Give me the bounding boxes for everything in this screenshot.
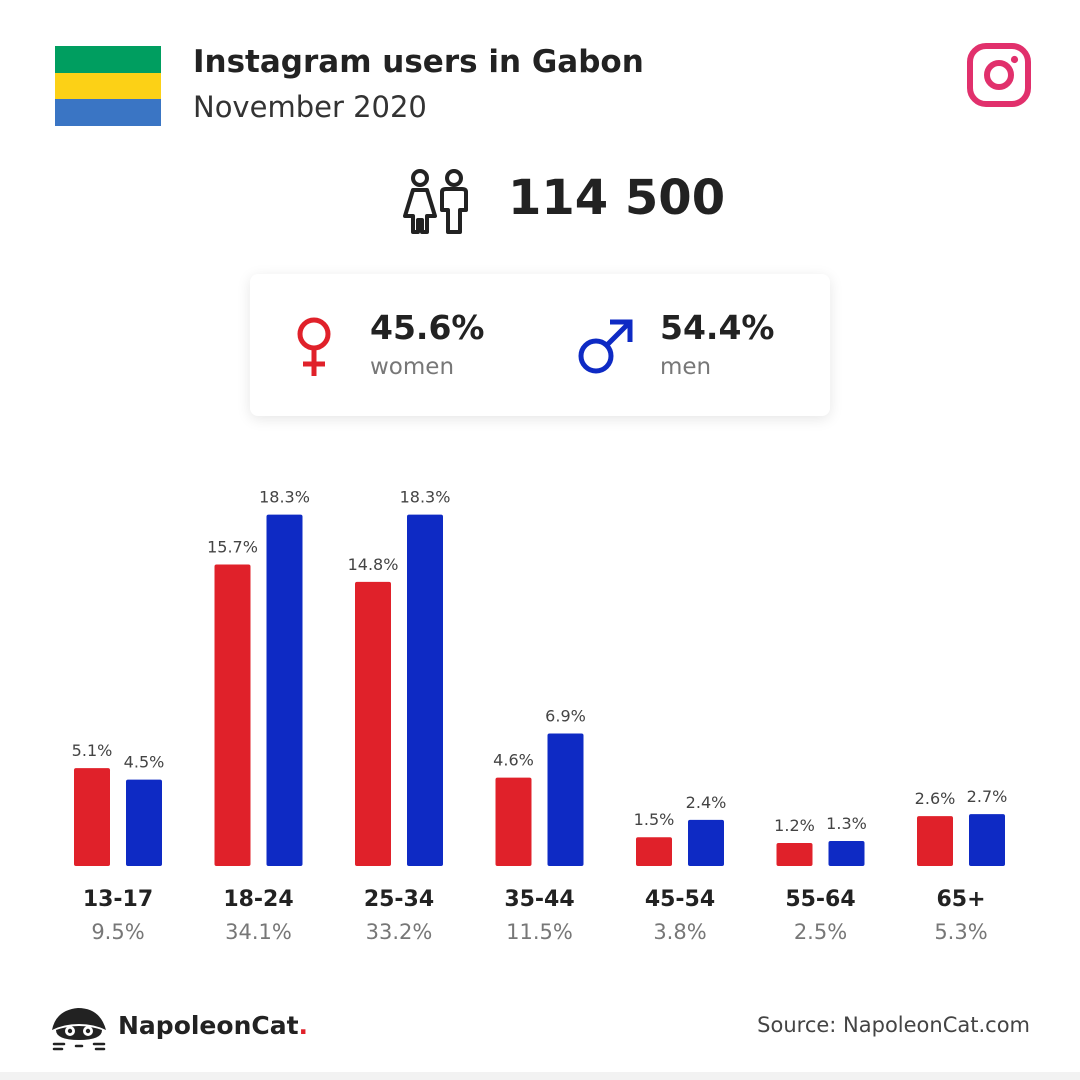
category-label-35-44: 35-44 bbox=[504, 887, 574, 912]
data-label-men-55-64: 1.3% bbox=[826, 814, 867, 833]
brand-text: NapoleonCat bbox=[118, 1011, 299, 1040]
instagram-icon bbox=[967, 43, 1031, 107]
data-label-men-13-17: 4.5% bbox=[124, 753, 165, 772]
total-users: 114 500 bbox=[508, 170, 726, 226]
data-label-women-65+: 2.6% bbox=[915, 789, 956, 808]
page-title: Instagram users in Gabon bbox=[193, 44, 644, 80]
data-label-men-45-54: 2.4% bbox=[686, 793, 727, 812]
data-label-women-25-34: 14.8% bbox=[348, 555, 399, 574]
men-label: men bbox=[660, 354, 712, 380]
bar-women-13-17 bbox=[74, 768, 110, 866]
women-percent: 45.6% bbox=[370, 308, 485, 347]
category-label-45-54: 45-54 bbox=[645, 887, 715, 912]
female-icon bbox=[297, 317, 331, 376]
category-total-25-34: 33.2% bbox=[366, 920, 433, 944]
flag-stripe-blue bbox=[55, 99, 161, 126]
women-label: women bbox=[370, 354, 455, 380]
bar-women-25-34 bbox=[355, 581, 391, 866]
data-label-women-45-54: 1.5% bbox=[634, 810, 675, 829]
bar-men-25-34 bbox=[407, 514, 443, 866]
brand-name: NapoleonCat. bbox=[118, 1011, 308, 1040]
bar-women-65+ bbox=[917, 816, 953, 866]
bar-men-45-54 bbox=[688, 819, 724, 866]
gender-card: 45.6% women 54.4% men bbox=[250, 274, 830, 416]
source-text: Source: NapoleonCat.com bbox=[757, 1013, 1030, 1037]
men-percent: 54.4% bbox=[660, 308, 775, 347]
bottom-strip bbox=[0, 1072, 1080, 1080]
category-total-45-54: 3.8% bbox=[653, 920, 706, 944]
male-icon bbox=[578, 319, 633, 374]
category-total-35-44: 11.5% bbox=[506, 920, 573, 944]
data-label-men-65+: 2.7% bbox=[967, 787, 1008, 806]
bar-women-45-54 bbox=[636, 837, 672, 866]
category-label-13-17: 13-17 bbox=[83, 887, 153, 912]
flag-stripe-green bbox=[55, 46, 161, 73]
brand-dot: . bbox=[298, 1011, 309, 1040]
bar-men-65+ bbox=[969, 814, 1005, 866]
bar-women-55-64 bbox=[776, 842, 813, 866]
bar-men-35-44 bbox=[547, 733, 584, 866]
category-label-65+: 65+ bbox=[936, 887, 985, 912]
data-label-men-35-44: 6.9% bbox=[545, 707, 586, 726]
category-label-25-34: 25-34 bbox=[364, 887, 434, 912]
page-subtitle: November 2020 bbox=[193, 90, 427, 124]
category-total-65+: 5.3% bbox=[934, 920, 987, 944]
data-label-men-25-34: 18.3% bbox=[400, 488, 451, 507]
gabon-flag bbox=[55, 46, 161, 126]
category-total-55-64: 2.5% bbox=[794, 920, 847, 944]
bar-women-18-24 bbox=[214, 564, 251, 866]
category-label-18-24: 18-24 bbox=[223, 887, 293, 912]
data-label-men-18-24: 18.3% bbox=[259, 488, 310, 507]
bar-men-55-64 bbox=[828, 841, 865, 866]
data-label-women-13-17: 5.1% bbox=[72, 741, 113, 760]
flag-stripe-yellow bbox=[55, 72, 161, 100]
category-total-18-24: 34.1% bbox=[225, 920, 292, 944]
users-icon bbox=[403, 169, 468, 234]
data-label-women-18-24: 15.7% bbox=[207, 538, 258, 557]
age-gender-bar-chart: 5.1% 4.5% 13-17 9.5% 15.7% 18.3% 18-24 34.1% 14.… bbox=[72, 488, 1008, 944]
data-label-women-55-64: 1.2% bbox=[774, 816, 815, 835]
category-label-55-64: 55-64 bbox=[785, 887, 855, 912]
bar-men-13-17 bbox=[126, 779, 162, 866]
data-label-women-35-44: 4.6% bbox=[493, 751, 534, 770]
bar-men-18-24 bbox=[266, 514, 303, 866]
bar-women-35-44 bbox=[495, 777, 532, 866]
napoleoncat-logo-icon bbox=[52, 1008, 106, 1051]
category-total-13-17: 9.5% bbox=[91, 920, 144, 944]
